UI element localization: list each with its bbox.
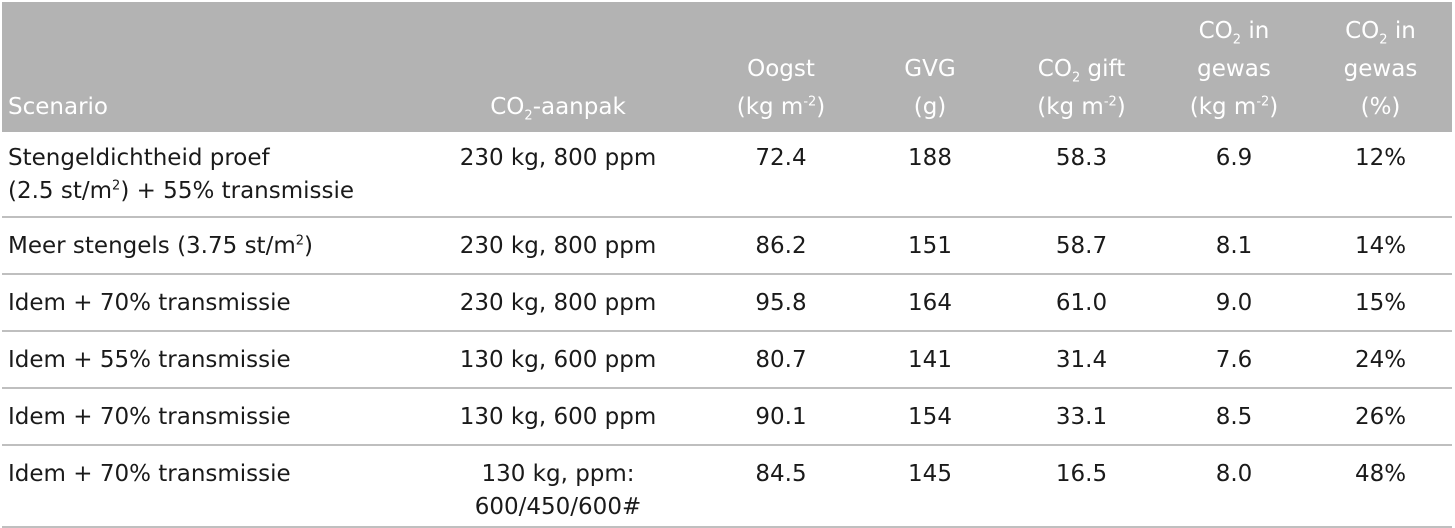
header-row: Scenario CO2-aanpak Oogst (kg m-2) GVG (g)… xyxy=(2,2,1452,132)
cell-gvg: 141 xyxy=(856,331,1004,389)
cell-scenario: Idem + 70% transmissie xyxy=(2,445,410,528)
cell-co2-gift: 33.1 xyxy=(1004,388,1159,446)
cell-co2-gewas-pct: 26% xyxy=(1309,388,1452,446)
cell-oogst: 84.5 xyxy=(706,445,856,528)
header-scenario: Scenario xyxy=(8,94,108,120)
cell-co2-gewas-pct: 15% xyxy=(1309,274,1452,332)
header-co2-gewas-pct: CO2 in gewas (%) xyxy=(1343,18,1418,120)
cell-co2-aanpak: 230 kg, 800 ppm xyxy=(410,132,706,218)
cell-co2-gewas-pct: 12% xyxy=(1309,132,1452,218)
cell-co2-gewas-kg: 8.1 xyxy=(1159,217,1309,275)
cell-co2-gewas-kg: 8.0 xyxy=(1159,445,1309,528)
cell-oogst: 90.1 xyxy=(706,388,856,446)
cell-co2-gewas-kg: 6.9 xyxy=(1159,132,1309,218)
table-row: Meer stengels (3.75 st/m2) 230 kg, 800 p… xyxy=(2,217,1452,275)
cell-scenario: Idem + 70% transmissie xyxy=(2,274,410,332)
cell-co2-gift: 16.5 xyxy=(1004,445,1159,528)
cell-co2-gift: 31.4 xyxy=(1004,331,1159,389)
header-gvg: GVG (g) xyxy=(904,56,956,120)
table-row: Idem + 70% transmissie 130 kg, 600 ppm 9… xyxy=(2,388,1452,446)
cell-co2-aanpak: 130 kg, 600 ppm xyxy=(410,388,706,446)
cell-co2-gewas-pct: 48% xyxy=(1309,445,1452,528)
cell-co2-aanpak: 130 kg, ppm: 600/450/600# xyxy=(410,445,706,528)
cell-scenario: Idem + 70% transmissie xyxy=(2,388,410,446)
cell-co2-aanpak: 230 kg, 800 ppm xyxy=(410,274,706,332)
table-row: Idem + 70% transmissie 230 kg, 800 ppm 9… xyxy=(2,274,1452,332)
table-row: Idem + 55% transmissie 130 kg, 600 ppm 8… xyxy=(2,331,1452,389)
cell-gvg: 164 xyxy=(856,274,1004,332)
header-co2-gift: CO2 gift (kg m-2) xyxy=(1037,56,1126,120)
cell-oogst: 72.4 xyxy=(706,132,856,218)
cell-scenario: Meer stengels (3.75 st/m2) xyxy=(2,217,410,275)
header-co2-gewas-kg: CO2 in gewas (kg m-2) xyxy=(1189,18,1279,120)
cell-co2-gift: 61.0 xyxy=(1004,274,1159,332)
cell-oogst: 86.2 xyxy=(706,217,856,275)
cell-gvg: 188 xyxy=(856,132,1004,218)
cell-oogst: 80.7 xyxy=(706,331,856,389)
cell-co2-gewas-kg: 7.6 xyxy=(1159,331,1309,389)
cell-co2-gift: 58.3 xyxy=(1004,132,1159,218)
header-co2-aanpak: CO2-aanpak xyxy=(490,94,626,124)
table-row: Stengeldichtheid proef (2.5 st/m2) + 55% … xyxy=(2,132,1452,218)
cell-co2-aanpak: 130 kg, 600 ppm xyxy=(410,331,706,389)
cell-oogst: 95.8 xyxy=(706,274,856,332)
table-row: Idem + 70% transmissie 130 kg, ppm: 600/4… xyxy=(2,445,1452,528)
cell-co2-gewas-pct: 14% xyxy=(1309,217,1452,275)
cell-co2-gewas-pct: 24% xyxy=(1309,331,1452,389)
cell-co2-gewas-kg: 9.0 xyxy=(1159,274,1309,332)
cell-gvg: 154 xyxy=(856,388,1004,446)
header-oogst: Oogst (kg m-2) xyxy=(736,56,826,120)
cell-scenario: Stengeldichtheid proef (2.5 st/m2) + 55% … xyxy=(2,132,410,218)
cell-co2-gift: 58.7 xyxy=(1004,217,1159,275)
cell-scenario: Idem + 55% transmissie xyxy=(2,331,410,389)
cell-gvg: 145 xyxy=(856,445,1004,528)
cell-co2-aanpak: 230 kg, 800 ppm xyxy=(410,217,706,275)
cell-co2-gewas-kg: 8.5 xyxy=(1159,388,1309,446)
cell-gvg: 151 xyxy=(856,217,1004,275)
